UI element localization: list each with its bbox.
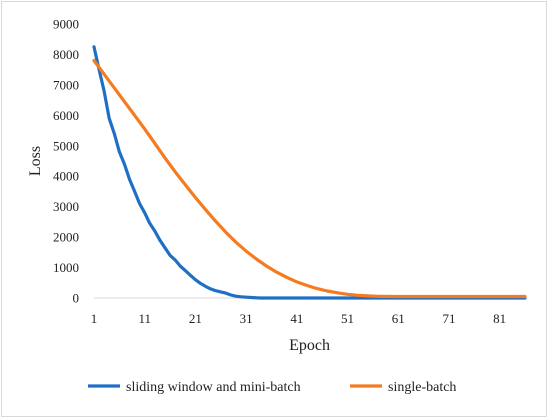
y-tick-label: 6000 [53, 108, 79, 123]
y-axis-ticks: 0 1000 2000 3000 4000 5000 6000 7000 8000 9000 [53, 17, 79, 306]
x-axis-title: Epoch [289, 337, 330, 354]
y-tick-label: 7000 [53, 77, 79, 92]
y-tick-label: 8000 [53, 47, 79, 62]
x-tick-label: 41 [290, 311, 303, 326]
x-tick-label: 1 [91, 311, 98, 326]
legend-item: single-batch [350, 380, 456, 395]
legend: sliding window and mini-batch single-batc… [88, 380, 456, 395]
y-tick-label: 4000 [53, 169, 79, 184]
legend-item: sliding window and mini-batch [88, 380, 301, 395]
legend-label: single-batch [388, 380, 456, 395]
y-tick-label: 0 [73, 291, 80, 306]
y-tick-label: 2000 [53, 230, 79, 245]
x-tick-label: 51 [341, 311, 354, 326]
series-line-2 [92, 58, 527, 299]
y-tick-label: 5000 [53, 138, 79, 153]
y-tick-label: 9000 [53, 17, 79, 32]
y-tick-label: 1000 [53, 260, 79, 275]
y-tick-label: 3000 [53, 199, 79, 214]
x-tick-label: 11 [138, 311, 151, 326]
series-group [92, 45, 527, 300]
legend-label: sliding window and mini-batch [126, 380, 301, 395]
y-axis-title: Loss [27, 146, 44, 176]
x-tick-label: 81 [493, 311, 506, 326]
x-tick-label: 21 [189, 311, 202, 326]
x-tick-label: 61 [392, 311, 405, 326]
series-line-1 [92, 45, 527, 300]
x-axis-ticks: 1 11 21 31 41 51 61 71 81 [91, 311, 506, 326]
x-tick-label: 31 [240, 311, 253, 326]
x-tick-label: 71 [442, 311, 455, 326]
